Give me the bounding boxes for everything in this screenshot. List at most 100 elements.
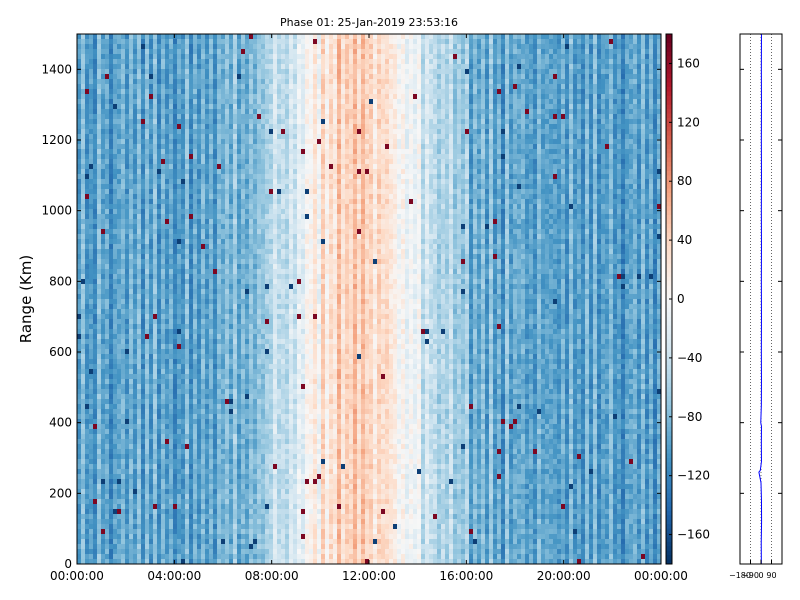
- heatmap-cell: [161, 329, 166, 335]
- heatmap-cell: [157, 269, 162, 275]
- heatmap-cell: [229, 374, 234, 380]
- heatmap-cell: [197, 274, 202, 280]
- heatmap-cell: [197, 189, 202, 195]
- heatmap-cell: [85, 209, 90, 215]
- heatmap-cell: [117, 554, 122, 560]
- heatmap-cell: [85, 404, 90, 410]
- heatmap-cell: [209, 39, 214, 45]
- heatmap-cell: [253, 219, 258, 225]
- heatmap-cell: [161, 149, 166, 155]
- heatmap-cell: [97, 489, 102, 495]
- heatmap-cell: [89, 254, 94, 260]
- heatmap-cell: [205, 214, 210, 220]
- heatmap-cell: [245, 199, 250, 205]
- heatmap-cell: [245, 309, 250, 315]
- heatmap-cell: [109, 329, 114, 335]
- heatmap-cell: [125, 139, 130, 145]
- heatmap-cell: [189, 204, 194, 210]
- heatmap-cell: [157, 294, 162, 300]
- heatmap-cell: [105, 159, 110, 165]
- heatmap-cell: [85, 374, 90, 380]
- heatmap-cell: [81, 214, 86, 220]
- heatmap-cell: [81, 79, 86, 85]
- heatmap-cell: [117, 549, 122, 555]
- heatmap-cell: [185, 169, 190, 175]
- heatmap-cell: [181, 154, 186, 160]
- heatmap-cell: [125, 174, 130, 180]
- heatmap-cell: [161, 529, 166, 535]
- heatmap-cell: [197, 184, 202, 190]
- heatmap-cell: [249, 489, 254, 495]
- heatmap-cell: [229, 394, 234, 400]
- heatmap-cell: [177, 419, 182, 425]
- heatmap-cell: [157, 79, 162, 85]
- heatmap-cell: [233, 274, 238, 280]
- heatmap-cell: [237, 249, 242, 255]
- heatmap-cell: [141, 44, 146, 50]
- heatmap-cell: [157, 479, 162, 485]
- heatmap-cell: [133, 99, 138, 105]
- heatmap-cell: [257, 559, 262, 565]
- heatmap-cell: [253, 554, 258, 560]
- heatmap-cell: [121, 199, 126, 205]
- heatmap-cell: [81, 524, 86, 530]
- heatmap-cell: [101, 169, 106, 175]
- heatmap-cell: [113, 159, 118, 165]
- heatmap-cell: [241, 499, 246, 505]
- heatmap-cell: [89, 364, 94, 370]
- heatmap-cell: [93, 254, 98, 260]
- heatmap-cell: [93, 484, 98, 490]
- heatmap-cell: [117, 464, 122, 470]
- heatmap-cell: [129, 469, 134, 475]
- heatmap-cell: [113, 454, 118, 460]
- heatmap-cell: [201, 424, 206, 430]
- heatmap-cell: [177, 284, 182, 290]
- heatmap-cell: [241, 174, 246, 180]
- heatmap-cell: [109, 319, 114, 325]
- heatmap-cell: [189, 124, 194, 130]
- heatmap-cell: [117, 184, 122, 190]
- heatmap-cell: [145, 54, 150, 60]
- heatmap-cell: [93, 314, 98, 320]
- heatmap-cell: [233, 489, 238, 495]
- heatmap-cell: [117, 479, 122, 485]
- heatmap-cell: [145, 449, 150, 455]
- heatmap-cell: [133, 134, 138, 140]
- heatmap-cell: [213, 484, 218, 490]
- heatmap-cell: [113, 529, 118, 535]
- heatmap-cell: [97, 244, 102, 250]
- heatmap-cell: [149, 534, 154, 540]
- heatmap-cell: [213, 144, 218, 150]
- heatmap-cell: [249, 404, 254, 410]
- heatmap-cell: [209, 414, 214, 420]
- heatmap-cell: [129, 249, 134, 255]
- heatmap-cell: [213, 479, 218, 485]
- heatmap-cell: [257, 119, 262, 125]
- heatmap-cell: [81, 464, 86, 470]
- heatmap-cell: [109, 544, 114, 550]
- heatmap-cell: [121, 524, 126, 530]
- heatmap-cell: [149, 199, 154, 205]
- heatmap-cell: [221, 349, 226, 355]
- heatmap-cell: [97, 509, 102, 515]
- heatmap-cell: [81, 249, 86, 255]
- heatmap-cell: [109, 79, 114, 85]
- heatmap-cell: [233, 44, 238, 50]
- heatmap-cell: [173, 124, 178, 130]
- heatmap-cell: [197, 134, 202, 140]
- heatmap-cell: [141, 144, 146, 150]
- heatmap-cell: [245, 299, 250, 305]
- heatmap-cell: [233, 114, 238, 120]
- heatmap-cell: [149, 484, 154, 490]
- heatmap-cell: [261, 134, 266, 140]
- heatmap-cell: [161, 99, 166, 105]
- heatmap-cell: [173, 324, 178, 330]
- heatmap-cell: [145, 104, 150, 110]
- heatmap-cell: [193, 114, 198, 120]
- heatmap-cell: [261, 229, 266, 235]
- heatmap-cell: [129, 444, 134, 450]
- heatmap-cell: [105, 504, 110, 510]
- heatmap-cell: [233, 94, 238, 100]
- heatmap-cell: [117, 559, 122, 565]
- heatmap-cell: [245, 289, 250, 295]
